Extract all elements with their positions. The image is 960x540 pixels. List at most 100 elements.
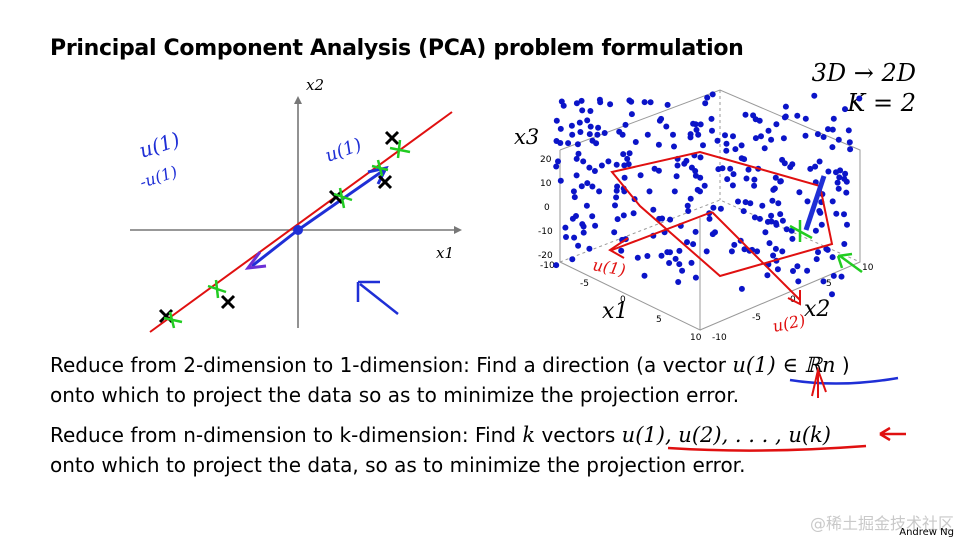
scatter-dot [576,119,583,126]
scatter-dot [701,182,708,189]
scatter-dot [795,278,802,285]
scatter-dot [762,229,769,236]
projection-mark [163,311,183,329]
scatter-dot [584,117,591,124]
scatter-dot [574,141,581,148]
scatter-dot [646,188,653,195]
scatter-dot [807,165,814,172]
scatter-dot [626,97,633,104]
z-tick: 20 [540,155,552,165]
scatter-dot [814,131,821,138]
scatter-dot [727,165,734,172]
scatter-dot [735,198,741,205]
scatter-dot [601,130,608,136]
scatter-dot [783,226,790,233]
scatter-dot [591,168,598,174]
scatter-dot [570,188,577,195]
scatter-dot [759,202,766,209]
scatter-dot [613,161,620,168]
scatter-dot [569,256,576,263]
underline-u-vectors [667,444,867,452]
scatter-dot [818,221,825,228]
scatter-dot [779,248,786,255]
scatter-dot [583,202,590,209]
scatter-dot [650,206,657,213]
scatter-dot [780,135,787,142]
scatter-dot [751,214,758,221]
plane-inner-line [711,211,801,301]
scatter-dot [577,129,584,135]
projection-plane [610,150,834,278]
paragraph-2-vectors-word: vectors [541,423,616,447]
scatter-dot [825,168,832,175]
u1-arrow-3d [608,237,629,259]
scatter-dot [708,115,715,122]
k-math: k [522,423,536,447]
scatter-dot [690,120,697,127]
scatter-dot [768,212,775,219]
scatter-dot [693,126,700,133]
scatter-dot [596,96,603,103]
scatter-dot [560,102,567,109]
scatter-dot [830,272,837,279]
scatter-dot [695,131,702,138]
scatter-dot [815,249,821,256]
scatter-dot [621,174,628,181]
scatter-dot [563,234,569,240]
scatter-dot [580,229,587,236]
scatter-dot [754,248,761,255]
underline-u1-math [789,376,899,385]
scatter-dot [730,171,737,178]
projection-mark [207,279,227,299]
scatter-dot [568,122,575,129]
author-attribution: Andrew Ng [899,527,954,538]
scatter-dot [666,260,673,266]
scatter-dot [712,229,718,236]
scatter-dot [684,239,690,246]
scatter-dot [843,189,850,196]
scatter-dot [681,160,688,167]
scatter-dot [685,208,692,214]
scatter-dot [794,112,801,119]
z-tick: 0 [544,203,550,213]
scatter-dot [614,183,621,190]
scatter-dot [694,186,701,193]
scatter-dot [833,210,840,217]
scatter-dot [743,175,750,182]
scatter-dot [565,140,572,147]
scatter-dot [796,189,803,196]
plot-3d-box [559,89,861,331]
scatter-dot [612,202,618,209]
scatter-dot [704,94,711,101]
scatter-dot [829,291,835,298]
scatter-dot [692,274,699,281]
scatter-dot [557,125,564,132]
paragraph-1-line-2: onto which to project the data so as to … [50,383,740,407]
scatter-dot [842,106,848,113]
scatter-dot [670,131,676,138]
x2-tick: 10 [862,263,874,273]
data-point-x [377,174,393,190]
scatter-dot [579,221,586,228]
scatter-dot [731,241,738,248]
scatter-dot [772,174,779,181]
scatter-dot [829,144,836,151]
scatter-dot [838,273,845,280]
hand-drawn-arrow-3d [836,252,863,274]
scatter-dot [587,123,594,130]
data-points [158,130,400,324]
projection-mark [389,139,411,159]
x1-ticks: -10 -5 0 5 10 [540,261,702,343]
x1-axis-label-3d: x1 [602,299,628,324]
watermark: @稀土掘金技术社区 [809,514,954,533]
scatter-dot [773,221,780,228]
scatter-dot [690,241,697,248]
left-plot-projection-line [149,111,453,333]
data-point-x [220,294,236,310]
scatter-dot [741,246,748,253]
scatter-dot [747,200,754,207]
scatter-dot [676,247,683,254]
neg-u1-vector [251,228,299,268]
x3-axis-label: x3 [514,125,539,149]
